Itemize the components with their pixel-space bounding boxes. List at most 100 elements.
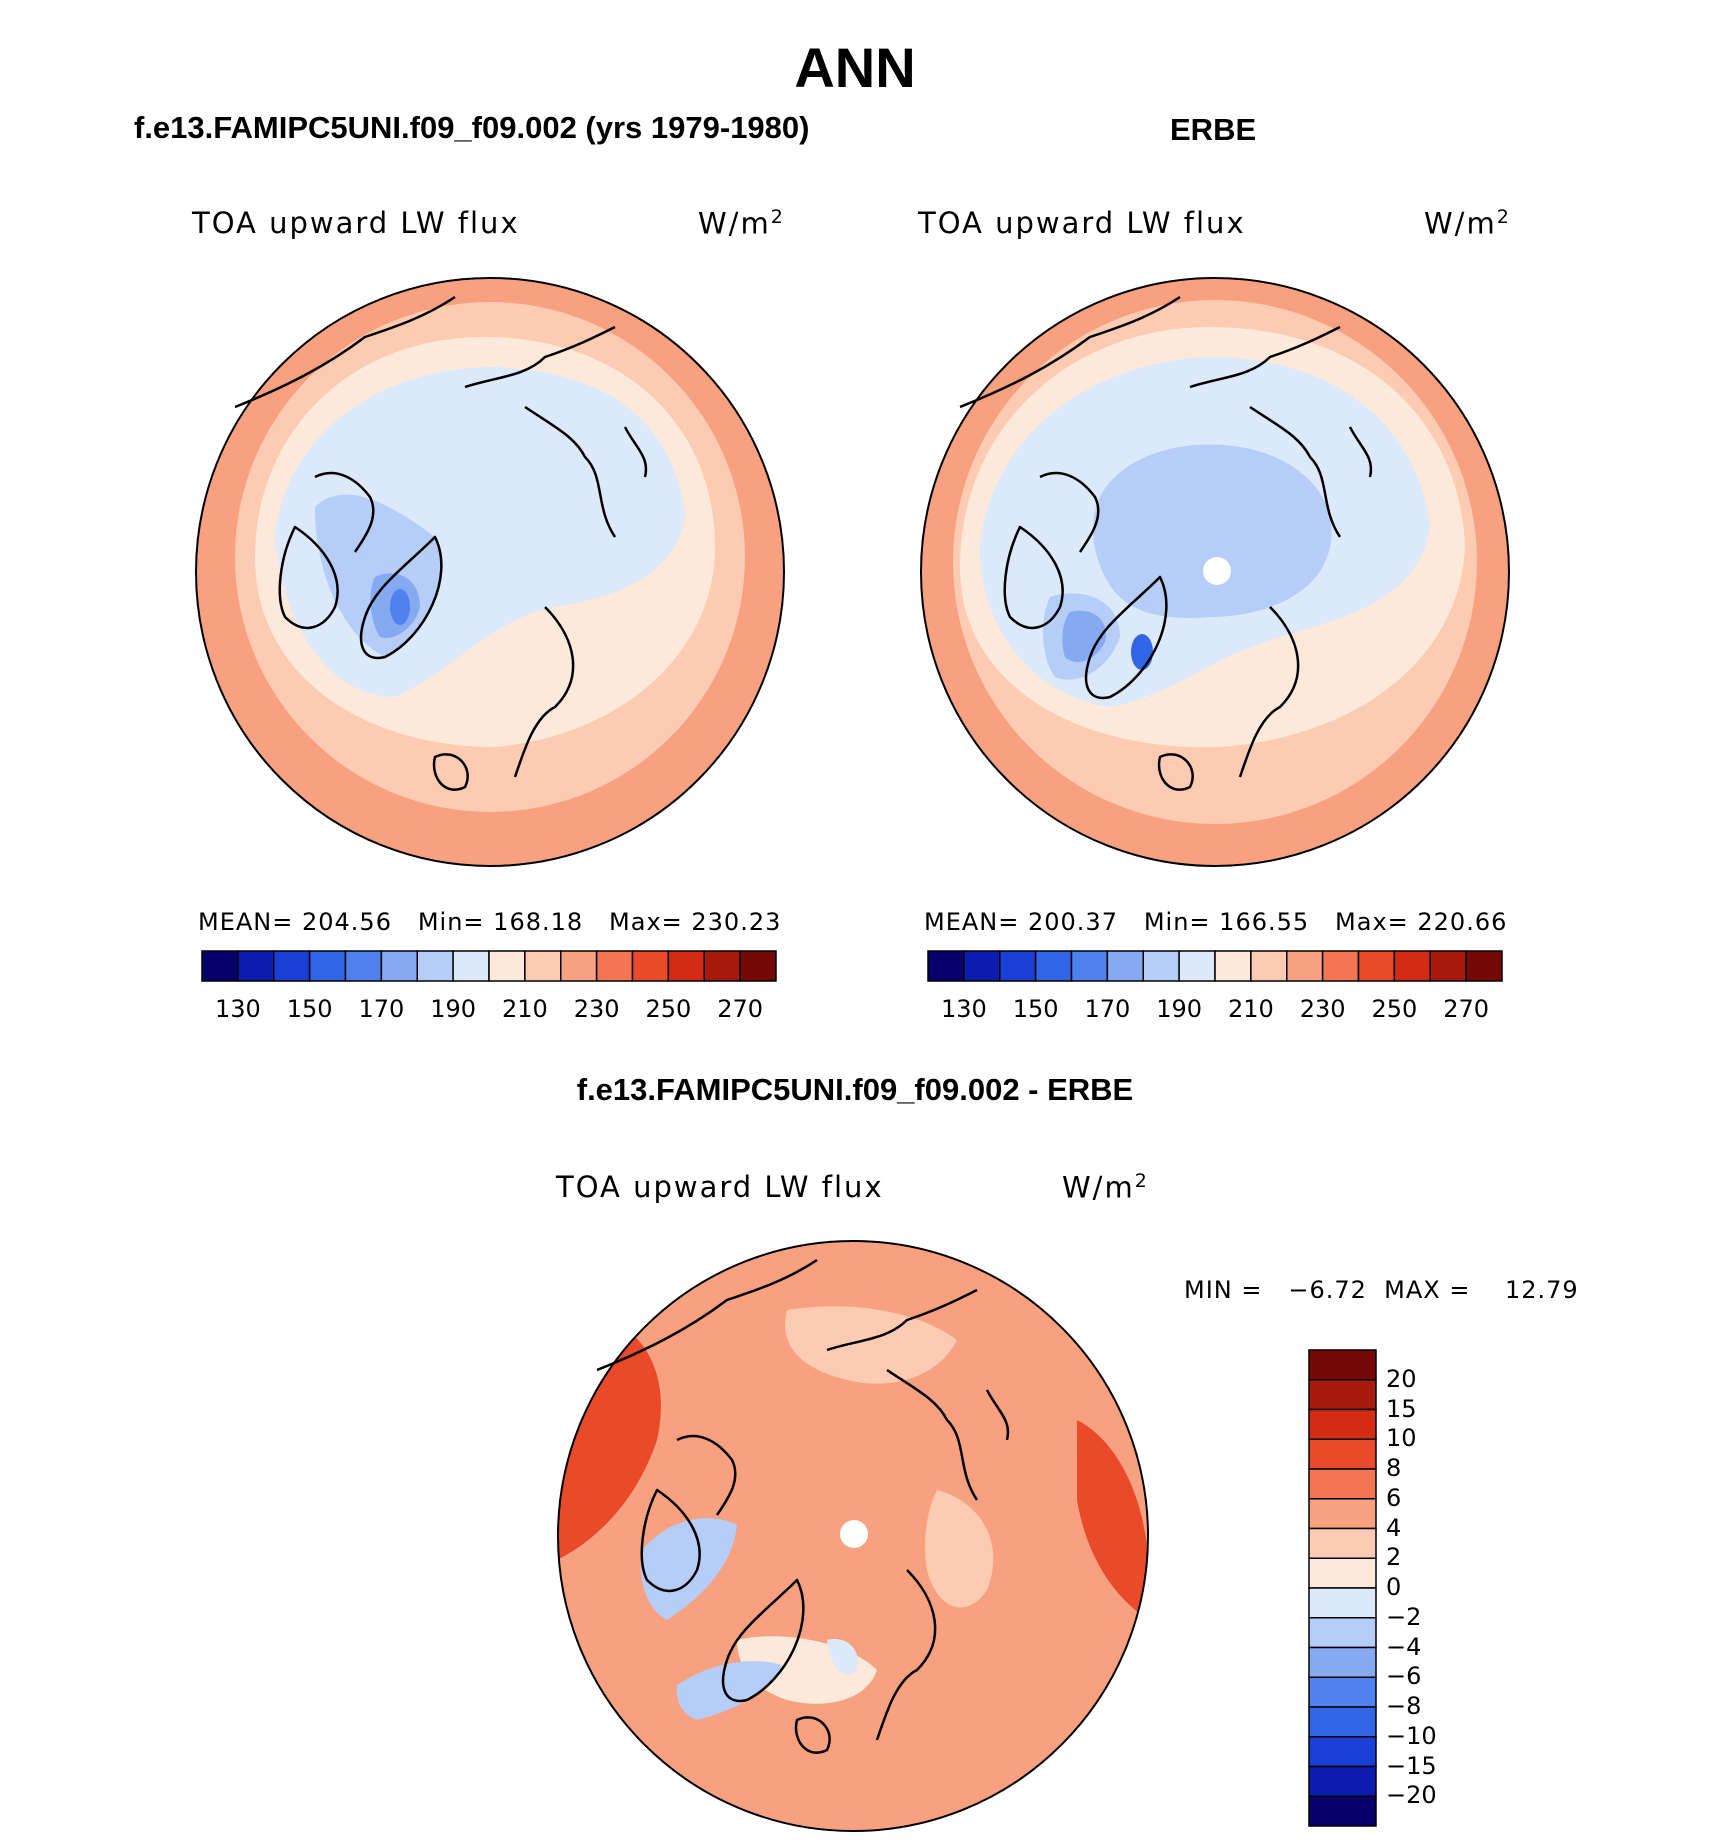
model-colorbar-box [560,950,598,982]
diff-colorbar-tick-label: 0 [1386,1573,1402,1601]
model-colorbar-tick-label: 190 [430,995,477,1023]
diff-colorbar-box [1308,1795,1377,1827]
obs-colorbar-tick-label: 270 [1443,995,1490,1023]
diff-panel-title: f.e13.FAMIPC5UNI.f09_f09.002 - ERBE [576,1072,1134,1107]
model-colorbar-box [595,950,634,982]
obs-colorbar-tick-label: 170 [1084,995,1131,1023]
obs-colorbar-box [1429,950,1467,982]
model-colorbar [201,950,777,982]
obs-colorbar-box [1321,950,1360,982]
model-colorbar-box [703,950,741,982]
obs-variable-label: TOA upward LW flux [918,206,1246,240]
model-colorbar-box [308,950,347,982]
obs-polar-map [920,277,1510,867]
obs-colorbar-box [1393,950,1431,982]
obs-colorbar-box [1465,950,1503,982]
diff-field-cool-archipelago [640,1518,737,1620]
model-colorbar-tick-label: 170 [358,995,405,1023]
diff-field-mild-north [785,1306,957,1384]
model-colorbar-box [631,950,670,982]
model-colorbar-box [201,950,239,982]
model-colorbar-tick-label: 150 [286,995,333,1023]
diff-colorbar-box [1308,1408,1377,1440]
diff-colorbar-box [1308,1527,1377,1559]
obs-colorbar-box [963,950,1001,982]
obs-colorbar-box [1214,950,1252,982]
model-colorbar-box [667,950,705,982]
diff-pole-hole [840,1520,868,1548]
model-colorbar-tick-label: 270 [717,995,764,1023]
diff-colorbar-tick-label: −15 [1386,1751,1437,1780]
diff-colorbar-box [1308,1557,1377,1589]
model-colorbar-tick-label: 210 [501,995,548,1023]
diff-colorbar-tick-label: −6 [1386,1662,1422,1691]
obs-colorbar-box [1142,950,1180,982]
model-field-core [390,589,410,625]
obs-map-border [920,277,1510,867]
obs-colorbar-tick-label: 190 [1156,995,1203,1023]
obs-colorbar-box [1250,950,1288,982]
diff-colorbar-box [1308,1646,1377,1678]
obs-pole-hole [1203,557,1231,585]
diff-variable-label: TOA upward LW flux [556,1170,884,1204]
diff-colorbar-tick-label: 4 [1386,1513,1402,1542]
obs-colorbar-tick-label: 210 [1227,995,1274,1023]
diff-colorbar-tick-label: −8 [1386,1692,1422,1720]
obs-field-band-150 [1062,610,1106,662]
model-variable-label: TOA upward LW flux [192,206,520,240]
diff-colorbar-box [1308,1617,1377,1649]
diff-units: W/m2 [1062,1170,1149,1205]
diff-coastlines [596,1258,1010,1754]
model-colorbar-box [344,950,383,982]
obs-field-band-170-a [1093,444,1332,618]
diff-colorbar-box [1308,1587,1377,1619]
obs-colorbar-box [1357,950,1396,982]
obs-colorbar-box [999,950,1037,982]
obs-colorbar-box [1178,950,1216,982]
model-colorbar-box [416,950,454,982]
diff-colorbar-tick-label: 2 [1386,1543,1402,1572]
diff-colorbar-box [1308,1379,1377,1411]
obs-units: W/m2 [1424,206,1511,241]
diff-colorbar-box [1308,1736,1377,1768]
obs-panel-title: ERBE [1170,112,1257,147]
diff-colorbar-box [1308,1765,1377,1797]
diff-colorbar-box [1308,1468,1377,1500]
model-panel-title: f.e13.FAMIPC5UNI.f09_f09.002 (yrs 1979-1… [134,110,810,145]
obs-colorbar-box [1034,950,1073,982]
diff-colorbar-tick-label: −4 [1386,1632,1422,1661]
model-units: W/m2 [698,206,785,241]
model-colorbar-tick-label: 230 [573,995,620,1023]
obs-colorbar-box [1286,950,1324,982]
obs-coastlines [959,295,1373,791]
diff-colorbar-tick-label: −20 [1386,1781,1437,1810]
diff-minmax: MIN = −6.72 MAX = 12.79 [1184,1276,1579,1304]
obs-colorbar-box [1106,950,1144,982]
model-polar-map [195,277,785,867]
diff-colorbar-tick-label: 6 [1386,1483,1402,1512]
obs-field-core [1131,634,1153,670]
diff-polar-map [557,1240,1149,1832]
obs-colorbar-tick-label: 130 [940,995,987,1023]
main-title: ANN [794,36,916,99]
obs-colorbar-box [927,950,965,982]
model-colorbar-box [273,950,311,982]
model-colorbar-box [739,950,777,982]
model-colorbar-tick-label: 130 [214,995,261,1023]
diff-colorbar-box [1308,1438,1377,1470]
model-map-border [195,277,785,867]
model-colorbar-box [524,950,562,982]
obs-colorbar-tick-label: 230 [1299,995,1346,1023]
model-colorbar-tick-label: 250 [645,995,692,1023]
diff-field-mild-east [925,1490,994,1608]
model-colorbar-box [237,950,275,982]
diff-colorbar-tick-label: 10 [1386,1424,1417,1453]
model-stats: MEAN= 204.56 Min= 168.18 Max= 230.23 [198,908,782,936]
diff-colorbar-tick-label: −10 [1386,1721,1437,1750]
diff-colorbar-tick-label: −2 [1386,1602,1422,1631]
diff-field-cool-iceland [827,1639,858,1675]
model-colorbar-box [380,950,418,982]
diff-colorbar-box [1308,1676,1377,1708]
model-coastlines [234,295,648,791]
diff-colorbar-tick-label: 20 [1386,1364,1417,1393]
